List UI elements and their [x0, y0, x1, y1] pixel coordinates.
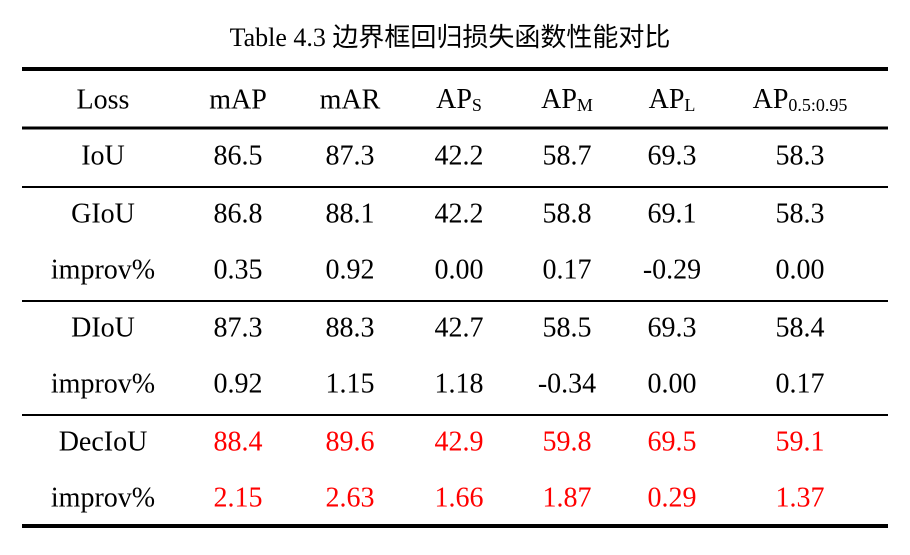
table-title: Table 4.3 边界框回归损失函数性能对比 — [230, 23, 671, 52]
header-text: AP — [436, 84, 472, 115]
row-label: improv% — [51, 482, 155, 513]
cell: 59.1 — [776, 426, 825, 457]
header-text: AP — [753, 84, 789, 115]
cell: 88.1 — [326, 198, 375, 229]
row-label: DIoU — [71, 312, 135, 343]
cell: 88.3 — [326, 312, 375, 343]
cell: 1.66 — [435, 482, 484, 513]
cell: 1.15 — [326, 368, 375, 399]
row-label: improv% — [51, 254, 155, 285]
row-label: GIoU — [71, 198, 135, 229]
cell: 69.1 — [648, 198, 697, 229]
header-subscript: S — [472, 95, 482, 115]
row-label: improv% — [51, 368, 155, 399]
header-subscript: 0.5:0.95 — [788, 95, 847, 115]
header-cell: mAP — [209, 84, 267, 115]
cell: 0.00 — [776, 254, 825, 285]
cell: 0.17 — [543, 254, 592, 285]
cell: 86.8 — [214, 198, 263, 229]
cell: -0.29 — [643, 254, 701, 285]
cell: 69.5 — [648, 426, 697, 457]
cell: 69.3 — [648, 140, 697, 171]
cell: 58.3 — [776, 198, 825, 229]
header-subscript: L — [684, 95, 695, 115]
cell: 58.3 — [776, 140, 825, 171]
cell: 88.4 — [214, 426, 263, 457]
cell: 87.3 — [326, 140, 375, 171]
header-cell: APM — [541, 84, 593, 115]
cell: 87.3 — [214, 312, 263, 343]
header-cell: mAR — [320, 84, 381, 115]
cell: 69.3 — [648, 312, 697, 343]
cell: 1.87 — [543, 482, 592, 513]
cell: 59.8 — [543, 426, 592, 457]
cell: -0.34 — [538, 368, 596, 399]
cell: 86.5 — [214, 140, 263, 171]
cell: 2.63 — [326, 482, 375, 513]
cell: 42.7 — [435, 312, 484, 343]
cell: 42.2 — [435, 198, 484, 229]
row-label: IoU — [81, 140, 125, 171]
cell: 0.29 — [648, 482, 697, 513]
cell: 89.6 — [326, 426, 375, 457]
cell: 42.9 — [435, 426, 484, 457]
cell: 58.4 — [776, 312, 825, 343]
cell: 58.5 — [543, 312, 592, 343]
cell: 58.7 — [543, 140, 592, 171]
header-cell: AP0.5:0.95 — [753, 84, 848, 115]
cell: 0.00 — [435, 254, 484, 285]
row-label: DecIoU — [59, 426, 148, 457]
cell: 0.35 — [214, 254, 263, 285]
cell: 0.00 — [648, 368, 697, 399]
cell: 1.37 — [776, 482, 825, 513]
cell: 0.92 — [214, 368, 263, 399]
cell: 58.8 — [543, 198, 592, 229]
cell: 1.18 — [435, 368, 484, 399]
header-text: AP — [541, 84, 577, 115]
header-cell: Loss — [77, 84, 130, 115]
cell: 0.92 — [326, 254, 375, 285]
cell: 0.17 — [776, 368, 825, 399]
cell: 42.2 — [435, 140, 484, 171]
header-cell: APL — [649, 84, 696, 115]
header-cell: APS — [436, 84, 482, 115]
header-text: AP — [649, 84, 685, 115]
header-subscript: M — [577, 95, 593, 115]
cell: 2.15 — [214, 482, 263, 513]
